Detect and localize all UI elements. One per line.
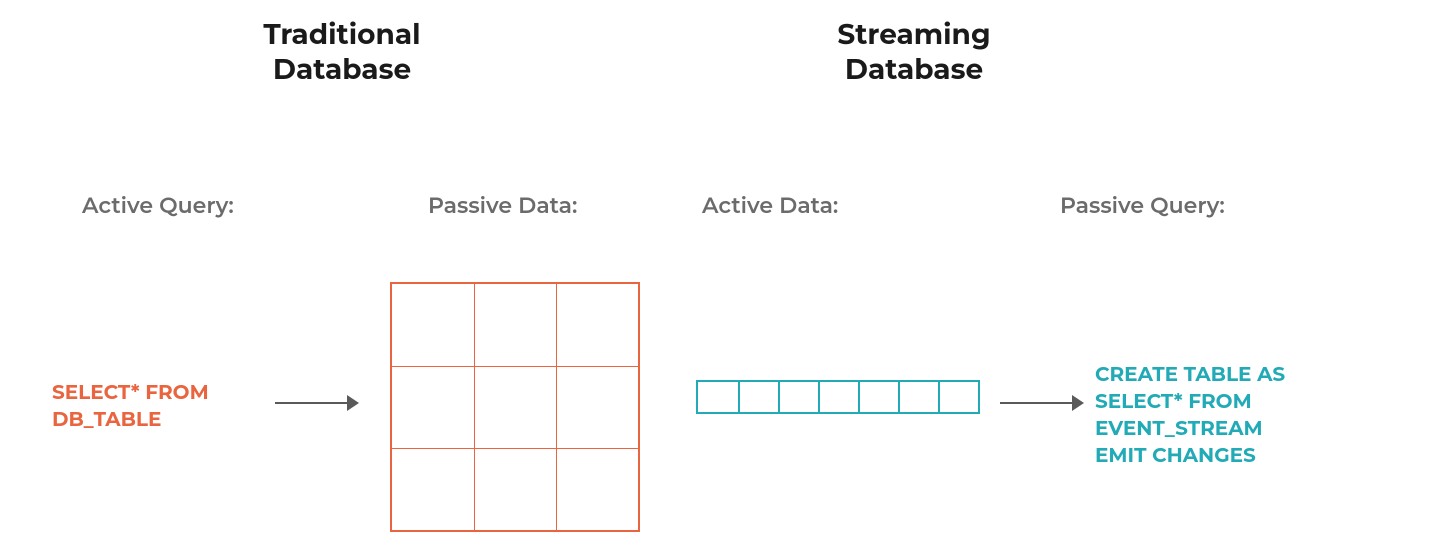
sql-traditional: SELECT* FROMDB_TABLE: [52, 380, 242, 434]
label-active-query: Active Query:: [82, 192, 234, 219]
sql-streaming: CREATE TABLE ASSELECT* FROMEVENT_STREAME…: [1095, 362, 1355, 470]
grid-cell: [392, 366, 474, 448]
grid-cell: [474, 448, 556, 530]
grid-cell: [474, 366, 556, 448]
grid-cell: [556, 448, 638, 530]
stream-cell: [858, 382, 898, 412]
grid-cell: [556, 366, 638, 448]
label-passive-query: Passive Query:: [1060, 192, 1225, 219]
event-stream-icon: [696, 380, 980, 414]
table-grid-icon: [390, 282, 640, 532]
grid-cell: [474, 284, 556, 366]
stream-cell: [698, 382, 738, 412]
stream-cell: [778, 382, 818, 412]
stream-cell: [818, 382, 858, 412]
arrow-right-icon: [275, 395, 363, 411]
label-active-data: Active Data:: [702, 192, 838, 219]
grid-cell: [392, 284, 474, 366]
title-streaming: StreamingDatabase: [804, 18, 1024, 88]
stream-cell: [938, 382, 978, 412]
label-passive-data: Passive Data:: [428, 192, 577, 219]
stream-cell: [738, 382, 778, 412]
arrow-right-icon: [1000, 395, 1088, 411]
grid-cell: [556, 284, 638, 366]
grid-cell: [392, 448, 474, 530]
stream-cell: [898, 382, 938, 412]
title-traditional: TraditionalDatabase: [232, 18, 452, 88]
